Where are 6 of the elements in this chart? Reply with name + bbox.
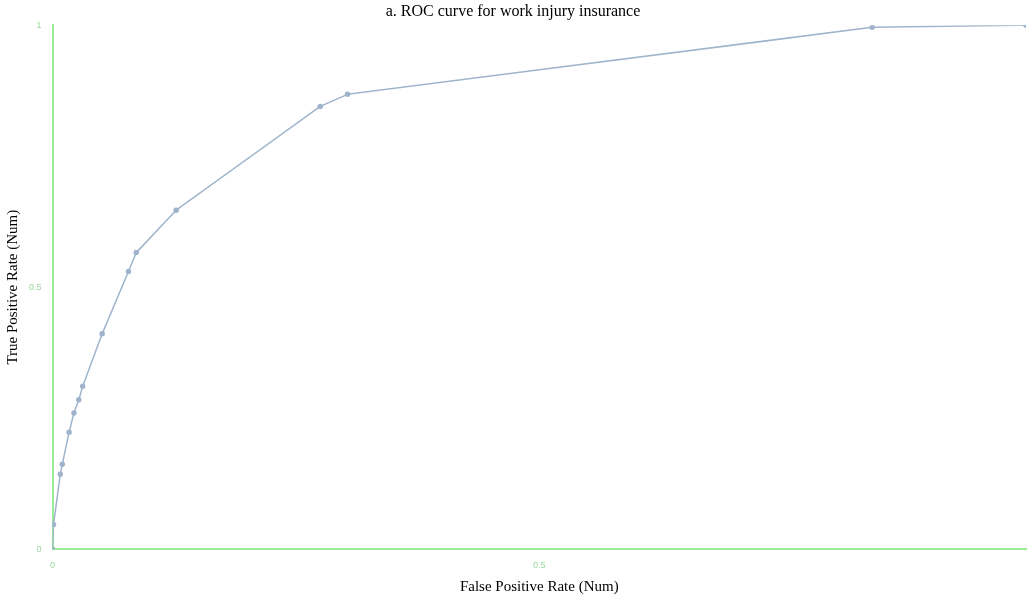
y-tick-label: 1 bbox=[36, 19, 42, 30]
y-axis-title: True Positive Rate (Num) bbox=[3, 209, 21, 365]
x-axis-title: False Positive Rate (Num) bbox=[459, 577, 619, 595]
y-tick-label: 0 bbox=[36, 543, 42, 554]
y-tick-label: 0.5 bbox=[29, 281, 42, 292]
chart-title: a. ROC curve for work injury insurance bbox=[385, 1, 641, 20]
